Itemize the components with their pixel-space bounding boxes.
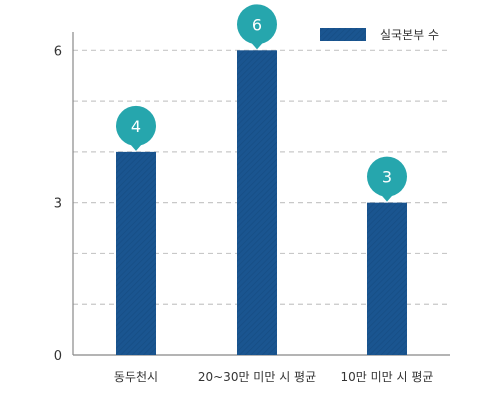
x-tick-label: 10만 미만 시 평균 [341, 370, 434, 384]
badge-pointer [250, 41, 264, 50]
bar [116, 151, 156, 355]
x-tick-label: 동두천시 [114, 369, 158, 384]
badge-circle [116, 105, 156, 146]
bar [367, 202, 407, 355]
bars [116, 50, 407, 355]
data-label-badge: 3 [367, 156, 407, 202]
badge-circle [237, 4, 277, 45]
y-tick-label: 6 [54, 44, 62, 59]
legend-label: 실국본부 수 [380, 28, 439, 42]
bar [237, 50, 277, 355]
badge-pointer [380, 193, 394, 202]
data-label: 6 [252, 15, 262, 34]
x-tick-label: 20~30만 미만 시 평균 [198, 370, 316, 384]
data-label: 4 [131, 117, 141, 136]
data-label: 3 [382, 168, 392, 187]
legend: 실국본부 수 [320, 28, 439, 42]
y-tick-label: 3 [54, 197, 62, 212]
data-labels: 4 6 3 [116, 4, 407, 202]
data-label-badge: 6 [237, 4, 277, 50]
y-tick-label: 0 [54, 349, 62, 364]
badge-circle [367, 156, 407, 197]
data-label-badge: 4 [116, 105, 156, 151]
badge-pointer [129, 142, 143, 151]
legend-swatch [320, 28, 366, 41]
